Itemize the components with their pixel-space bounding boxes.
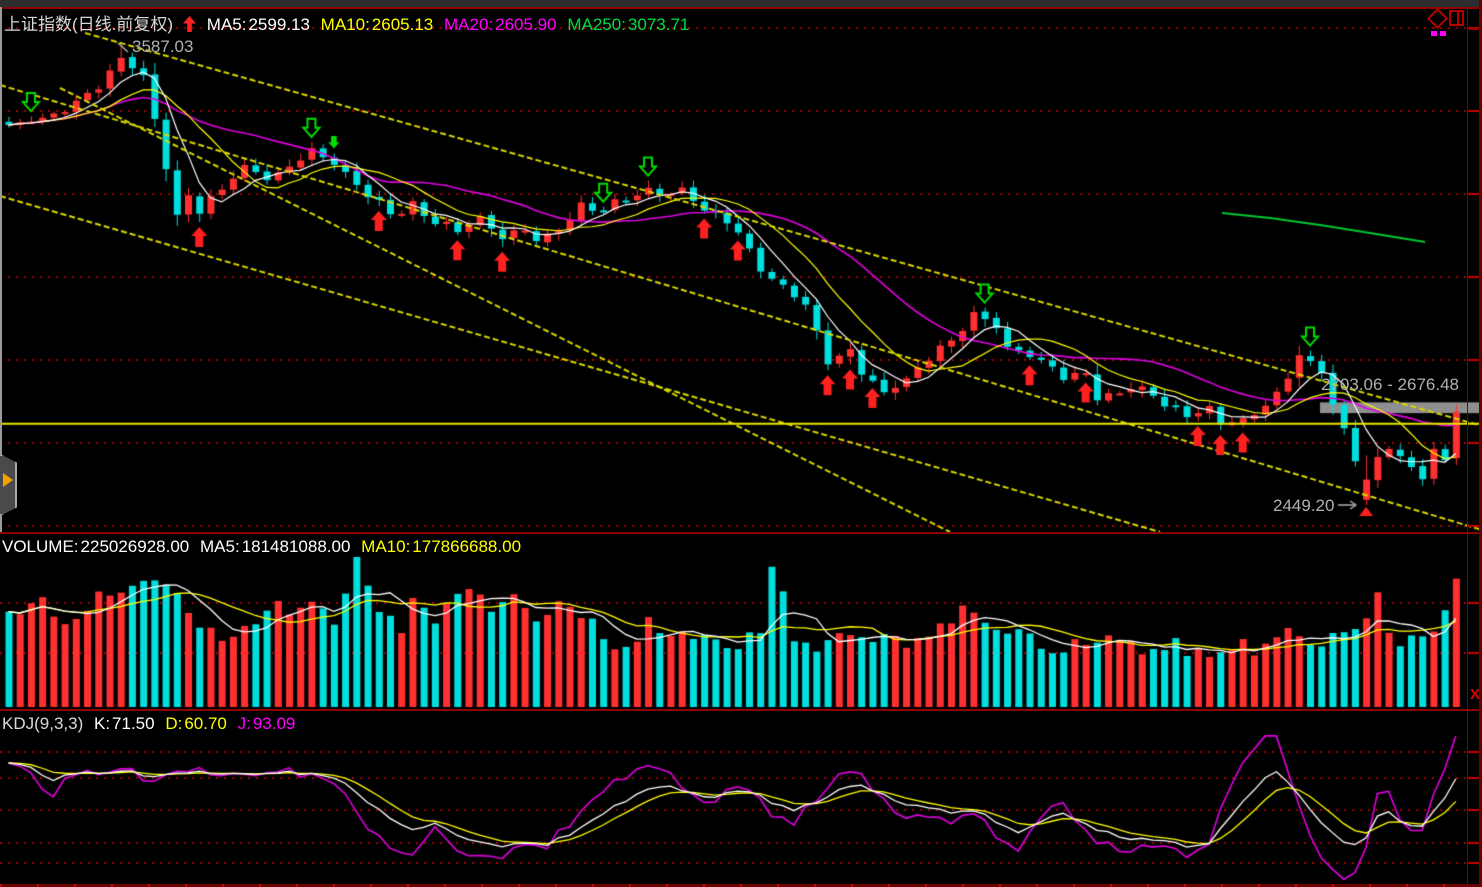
peak-price-label: 3587.03 (132, 37, 194, 56)
kdj-k-value: 71.50 (112, 714, 155, 733)
panel-separator-top (0, 7, 1482, 9)
close-indicator-button[interactable]: X (1470, 686, 1481, 703)
ma20-value: 2605.90 (495, 15, 557, 34)
ma5-label: MA5: (206, 15, 247, 34)
kdj-chart[interactable] (0, 711, 1482, 884)
kdj-d-value: 60.70 (184, 714, 227, 733)
split-window-icon[interactable] (1449, 10, 1465, 32)
kdj-j-label: J: (237, 714, 251, 733)
window-right-border (1479, 0, 1482, 887)
kdj-d-label: D: (165, 714, 183, 733)
ma10-label: MA10: (320, 15, 370, 34)
low-price-label: 2449.20 (1273, 496, 1335, 515)
ma250-label: MA250: (567, 15, 626, 34)
vol-ma10-value: 177866688.00 (412, 537, 522, 556)
main-price-chart[interactable] (0, 9, 1482, 532)
top-toolbar-strip (0, 0, 1482, 7)
magenta-dot-icon (1431, 31, 1437, 36)
handle-tick (1469, 28, 1478, 30)
date-axis (0, 884, 1482, 887)
volume-value: 225026928.00 (80, 537, 190, 556)
volume-header: VOLUME: 225026928.00 MA5: 181481088.00 MA1… (2, 537, 527, 557)
expand-arrow-icon[interactable] (3, 473, 13, 487)
vol-ma10-label: MA10: (361, 537, 411, 556)
kdj-k-label: K: (93, 714, 111, 733)
main-chart-header: 上证指数(日线.前复权) MA5: 2599.13 MA10: 2605.13 MA… (4, 10, 695, 35)
panel-separator-kdj[interactable] (0, 709, 1482, 711)
symbol-title: 上证指数(日线.前复权) (4, 15, 174, 34)
kdj-label: KDJ(9,3,3) (2, 714, 84, 733)
right-axis-line (1467, 7, 1468, 887)
ma10-value: 2605.13 (371, 15, 434, 34)
kdj-header: KDJ(9,3,3) K: 71.50 D: 60.70 J: 93.09 (2, 714, 301, 734)
left-panel-edge (0, 7, 2, 532)
gap-range-label: 2703.06 - 2676.48 (1321, 375, 1460, 394)
volume-label: VOLUME: (2, 537, 79, 556)
ma5-value: 2599.13 (248, 15, 310, 34)
ma250-value: 3073.71 (627, 15, 690, 34)
magenta-dot-icon (1440, 31, 1446, 36)
ma20-label: MA20: (443, 15, 494, 34)
vol-ma5-value: 181481088.00 (241, 537, 351, 556)
vol-ma5-label: MA5: (200, 537, 240, 556)
panel-separator-volume[interactable] (0, 532, 1482, 534)
kdj-j-value: 93.09 (252, 714, 296, 733)
volume-chart[interactable] (0, 534, 1482, 709)
trend-up-arrow-icon (183, 16, 197, 32)
